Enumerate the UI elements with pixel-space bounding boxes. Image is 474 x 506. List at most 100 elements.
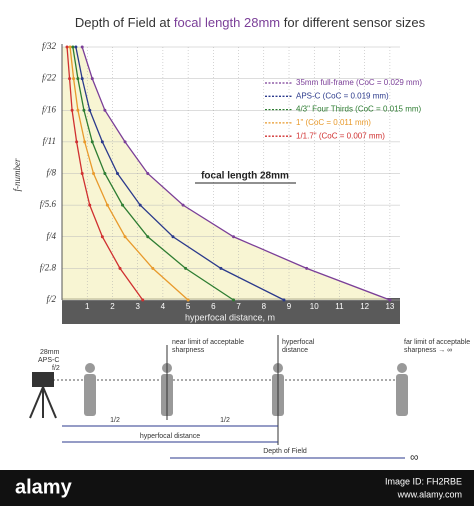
- near-limit-label: sharpness: [172, 347, 205, 354]
- legend-label: 1" (CoC = 0.011 mm): [296, 118, 371, 127]
- data-point: [71, 45, 75, 49]
- tripod-leg: [42, 386, 57, 419]
- data-point: [123, 235, 127, 239]
- y-tick-label: f/4: [46, 231, 56, 241]
- data-point: [219, 266, 223, 270]
- data-point: [74, 45, 78, 49]
- title-part: for different sensor sizes: [280, 15, 425, 30]
- x-tick-label: 1: [85, 302, 90, 311]
- data-point: [75, 140, 79, 144]
- annotation: focal length 28mm: [201, 171, 289, 182]
- y-tick-label: f/16: [42, 104, 57, 114]
- data-point: [100, 140, 104, 144]
- y-tick-label: f/8: [46, 168, 56, 178]
- y-axis-label: f-number: [12, 158, 22, 191]
- infinity-label: ∞: [410, 450, 419, 464]
- y-tick-label: f/5.6: [40, 199, 57, 209]
- camera-label: APS-C: [38, 357, 59, 364]
- x-tick-label: 12: [360, 302, 369, 311]
- data-point: [141, 298, 145, 302]
- half-label: 1/2: [220, 417, 230, 424]
- tripod-leg: [29, 386, 44, 419]
- hyperfocal-label: distance: [282, 347, 308, 354]
- x-axis-band: [62, 298, 400, 324]
- half-label: 1/2: [110, 417, 120, 424]
- person-head: [85, 363, 95, 373]
- x-tick-label: 5: [186, 302, 191, 311]
- data-point: [103, 108, 107, 112]
- data-point: [90, 77, 94, 81]
- data-point: [103, 172, 107, 175]
- x-tick-label: 8: [262, 302, 267, 311]
- dof-label: Depth of Field: [263, 448, 307, 455]
- far-limit-label: far limit of acceptable: [404, 339, 470, 346]
- person-head: [397, 363, 407, 373]
- hyperfocal-label: hyperfocal: [282, 339, 315, 346]
- title-part: focal length 28mm: [174, 15, 280, 30]
- data-point: [80, 45, 84, 49]
- near-limit-label: near limit of acceptable: [172, 339, 244, 346]
- data-point: [88, 108, 92, 112]
- far-limit-label: sharpness → ∞: [404, 347, 452, 354]
- data-point: [184, 266, 188, 270]
- hyperfocal-distance-label: hyperfocal distance: [140, 433, 200, 440]
- person-body: [84, 374, 96, 416]
- data-point: [72, 77, 76, 81]
- legend-label: 4/3" Four Thirds (CoC = 0.015 mm): [296, 105, 422, 114]
- y-tick-label: f/2.8: [40, 262, 57, 272]
- x-tick-label: 13: [385, 302, 394, 311]
- x-tick-label: 3: [135, 302, 140, 311]
- x-axis-label: hyperfocal distance, m: [185, 312, 275, 322]
- data-point: [186, 298, 190, 302]
- data-point: [146, 172, 150, 175]
- data-point: [388, 298, 392, 302]
- x-tick-label: 11: [335, 302, 344, 311]
- footer-brand: alamy: [15, 476, 73, 498]
- data-point: [68, 77, 72, 81]
- data-point: [146, 235, 150, 239]
- camera-body: [32, 372, 54, 387]
- data-point: [76, 77, 80, 81]
- data-point: [90, 140, 94, 144]
- y-tick-label: f/2: [46, 294, 56, 304]
- footer-id: Image ID: FH2RBE: [385, 476, 462, 486]
- data-point: [115, 172, 119, 175]
- data-point: [118, 266, 122, 270]
- data-point: [123, 140, 127, 144]
- data-point: [100, 235, 104, 239]
- data-point: [88, 203, 92, 207]
- data-point: [105, 203, 109, 207]
- camera-label: f/2: [52, 365, 60, 372]
- data-point: [83, 140, 87, 144]
- data-point: [80, 77, 84, 81]
- y-tick-label: f/11: [43, 136, 56, 146]
- data-point: [121, 203, 125, 207]
- person-body: [396, 374, 408, 416]
- x-tick-label: 10: [310, 302, 319, 311]
- diagram: 28mm APS-C f/2 near limit of acceptable …: [29, 335, 470, 464]
- data-point: [92, 172, 96, 175]
- data-point: [76, 108, 80, 112]
- data-point: [171, 235, 175, 239]
- data-point: [138, 203, 142, 207]
- y-tick-label: f/32: [42, 41, 57, 51]
- footer-site: www.alamy.com: [397, 489, 462, 499]
- chart-title: Depth of Field at focal length 28mm for …: [75, 15, 426, 30]
- tripod: [29, 372, 57, 419]
- camera-label: 28mm: [40, 349, 60, 356]
- x-tick-label: 7: [236, 302, 241, 311]
- data-point: [232, 298, 236, 302]
- data-point: [80, 172, 84, 175]
- data-point: [151, 266, 155, 270]
- data-point: [70, 108, 74, 112]
- x-tick-label: 6: [211, 302, 216, 311]
- x-tick-label: 2: [110, 302, 115, 311]
- data-point: [65, 45, 69, 49]
- data-point: [282, 298, 286, 302]
- data-point: [232, 235, 236, 239]
- x-tick-label: 4: [161, 302, 166, 311]
- legend-label: 1/1.7" (CoC = 0.007 mm): [296, 131, 385, 140]
- x-tick-label: 9: [287, 302, 292, 311]
- data-point: [181, 203, 185, 207]
